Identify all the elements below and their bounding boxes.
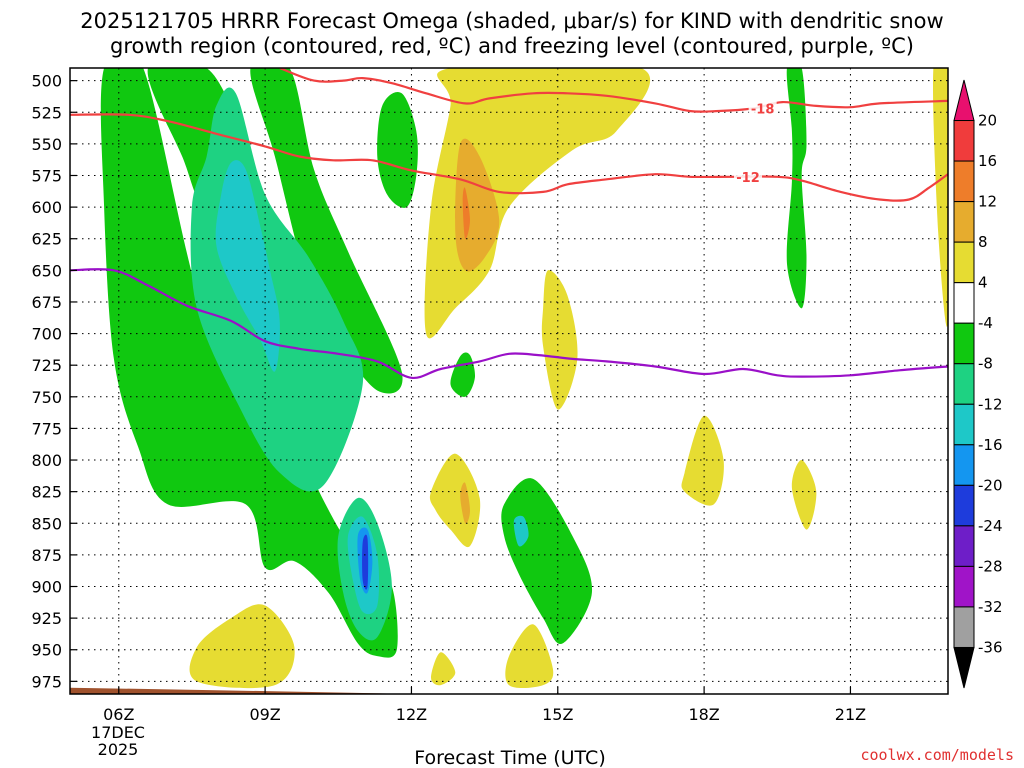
omega-region-9 [377,91,418,208]
y-tick-label-875: 875 [31,546,62,565]
omega-region-18 [431,652,456,686]
contour-line-1 [70,113,948,202]
omega-region-15 [541,270,578,410]
colorbar-bin-4 [953,241,975,284]
colorbar-bin-6 [953,322,975,365]
ground-terrain [70,687,948,694]
x-tick-label-06Z: 06Z [103,705,134,724]
ground-layer [70,687,948,694]
y-tick-label-675: 675 [31,293,62,312]
contour-label-bg-0 [748,100,777,117]
colorbar-label-3: 8 [978,233,988,251]
omega-region-2 [250,68,403,394]
x-tick-label-21Z: 21Z [835,705,866,724]
colorbar-label-8: -16 [978,436,1003,454]
grid-layer [70,68,948,694]
chart-title-line-2: growth region (contoured, red, ºC) and f… [110,34,914,58]
y-tick-label-925: 925 [31,609,62,628]
contour-layer: -18 -12 [70,68,948,380]
colorbar-bin-5 [953,282,975,324]
omega-region-5 [215,160,280,372]
y-tick-label-575: 575 [31,166,62,185]
omega-shading-layer [100,68,948,689]
x-axis: 06Z 09Z 12Z 15Z 18Z 21Z [103,687,866,724]
colorbar-label-0: 20 [978,112,997,130]
omega-region-14 [424,68,651,339]
colorbar-label-2: 12 [978,193,997,211]
colorbar-bin-8 [953,403,975,446]
plot-frame [69,67,949,695]
y-tick-label-525: 525 [31,103,62,122]
x-tick-label-18Z: 18Z [688,705,719,724]
y-tick-label-975: 975 [31,672,62,691]
colorbar-bin-13 [953,606,975,648]
x-tick-label-09Z: 09Z [249,705,280,724]
y-tick-label-700: 700 [31,325,62,344]
y-tick-label-900: 900 [31,578,62,597]
chart-title-line-1: 2025121705 HRRR Forecast Omega (shaded, … [80,9,943,33]
y-tick-label-725: 725 [31,356,62,375]
y-tick-label-600: 600 [31,198,62,217]
contour-label-1: -12 [736,171,760,186]
colorbar-bin-2 [953,160,975,203]
y-tick-label-825: 825 [31,483,62,502]
colorbar-bin-10 [953,484,975,527]
contour-line-0 [279,68,948,113]
y-tick-label-775: 775 [31,419,62,438]
omega-region-25 [462,187,470,240]
colorbar-label-5: -4 [978,314,993,332]
colorbar-label-11: -28 [978,557,1003,575]
colorbar-label-6: -8 [978,355,993,373]
omega-region-20 [681,415,724,506]
colorbar-label-12: -32 [978,598,1003,616]
y-tick-label-625: 625 [31,230,62,249]
omega-region-24 [460,482,470,524]
colorbar-bin-14 [953,646,975,689]
contour-label-bg-1 [734,168,763,185]
credit-text: coolwx.com/models [860,746,1014,764]
colorbar-label-13: -36 [978,638,1003,656]
y-axis: 500 525 550 575 600 625 650 675 700 725 750 775 800 8… [31,72,77,691]
contour-label-0: -18 [751,102,775,117]
colorbar-bin-0 [953,79,975,122]
x-tick-label-15Z: 15Z [542,705,573,724]
omega-region-21 [791,459,817,530]
colorbar-label-1: 16 [978,152,997,170]
omega-region-17 [189,604,295,689]
omega-region-19 [505,624,554,689]
omega-region-12 [513,515,529,547]
omega-region-16 [429,453,481,548]
omega-region-22 [932,68,948,327]
colorbar-bin-3 [953,201,975,243]
y-tick-label-500: 500 [31,72,62,91]
omega-region-0 [100,68,398,658]
y-tick-label-950: 950 [31,641,62,660]
colorbar-label-10: -24 [978,517,1003,535]
contour-line-2 [70,268,948,380]
colorbar-label-7: -12 [978,395,1003,413]
colorbar-bin-12 [953,565,975,608]
colorbar-label-4: 4 [978,274,988,292]
y-tick-label-800: 800 [31,451,62,470]
y-tick-label-850: 850 [31,514,62,533]
colorbar-bin-7 [953,363,975,405]
colorbar-bin-1 [953,120,975,162]
colorbar-label-9: -20 [978,476,1003,494]
colorbar: 20 16 12 8 4 -4 -8 -12 -16 -20 -24 -28 -32 -36 [953,79,1003,689]
x-axis-title: Forecast Time (UTC) [414,747,605,768]
y-tick-label-550: 550 [31,135,62,154]
y-tick-label-650: 650 [31,261,62,280]
colorbar-bin-9 [953,444,975,486]
omega-region-8 [362,534,369,590]
colorbar-bin-11 [953,525,975,567]
omega-region-13 [786,68,807,309]
x-tick-label-12Z: 12Z [396,705,427,724]
date-label-line-1: 17DEC [91,723,145,742]
y-tick-label-750: 750 [31,388,62,407]
date-label-line-2: 2025 [98,740,139,759]
